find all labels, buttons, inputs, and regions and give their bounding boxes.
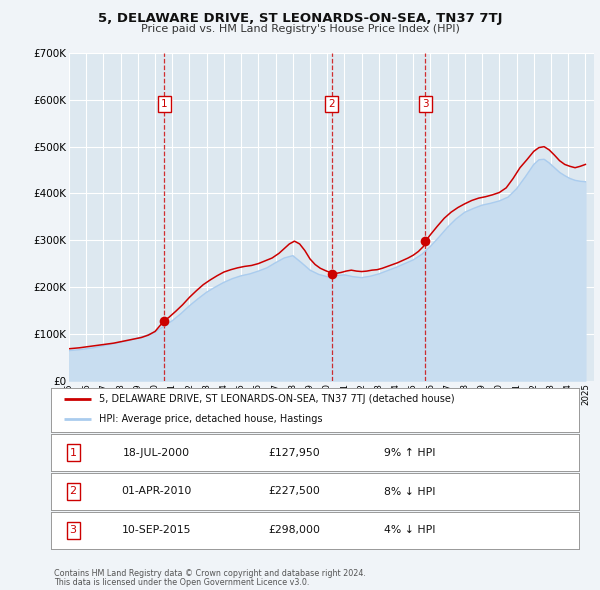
Text: 5, DELAWARE DRIVE, ST LEONARDS-ON-SEA, TN37 7TJ (detached house): 5, DELAWARE DRIVE, ST LEONARDS-ON-SEA, T… — [98, 394, 454, 404]
Text: Contains HM Land Registry data © Crown copyright and database right 2024.: Contains HM Land Registry data © Crown c… — [54, 569, 366, 578]
Text: 8% ↓ HPI: 8% ↓ HPI — [384, 487, 436, 496]
Text: 2: 2 — [70, 487, 77, 496]
Text: 4% ↓ HPI: 4% ↓ HPI — [384, 526, 436, 535]
Text: 01-APR-2010: 01-APR-2010 — [121, 487, 192, 496]
Text: 1: 1 — [161, 99, 167, 109]
Text: 2: 2 — [328, 99, 335, 109]
Text: 10-SEP-2015: 10-SEP-2015 — [122, 526, 191, 535]
Text: Price paid vs. HM Land Registry's House Price Index (HPI): Price paid vs. HM Land Registry's House … — [140, 25, 460, 34]
Text: £298,000: £298,000 — [268, 526, 320, 535]
Text: 1: 1 — [70, 448, 77, 457]
Text: 9% ↑ HPI: 9% ↑ HPI — [384, 448, 436, 457]
Text: This data is licensed under the Open Government Licence v3.0.: This data is licensed under the Open Gov… — [54, 578, 310, 587]
Text: 5, DELAWARE DRIVE, ST LEONARDS-ON-SEA, TN37 7TJ: 5, DELAWARE DRIVE, ST LEONARDS-ON-SEA, T… — [98, 12, 502, 25]
Text: 18-JUL-2000: 18-JUL-2000 — [123, 448, 190, 457]
Text: 3: 3 — [70, 526, 77, 535]
Text: 3: 3 — [422, 99, 429, 109]
Text: HPI: Average price, detached house, Hastings: HPI: Average price, detached house, Hast… — [98, 415, 322, 424]
Text: £127,950: £127,950 — [268, 448, 320, 457]
Text: £227,500: £227,500 — [268, 487, 320, 496]
